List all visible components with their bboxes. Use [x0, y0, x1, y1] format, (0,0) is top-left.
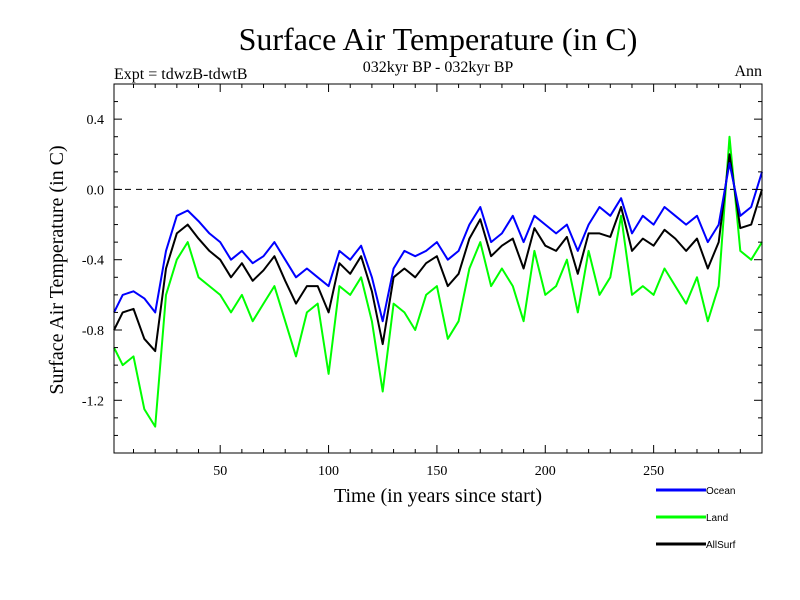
x-axis-label: Time (in years since start)	[334, 485, 542, 507]
y-tick-label: 0.0	[87, 183, 105, 198]
series-line-land	[113, 135, 763, 428]
x-tick-label: 100	[318, 464, 339, 479]
experiment-label: Expt = tdwzB-tdwtB	[114, 66, 247, 83]
season-label: Ann	[734, 63, 762, 80]
series-line-ocean	[113, 162, 763, 323]
chart-title: Surface Air Temperature (in C)	[239, 21, 638, 57]
x-tick-label: 200	[535, 464, 556, 479]
legend-label-land: Land	[706, 513, 728, 524]
plot-frame	[113, 83, 763, 454]
plot-area: 50 100 150 200 250 0.4 0.0 -0.4 -0.8 -1.2	[82, 83, 763, 479]
y-axis-label: Surface Air Temperature (in C)	[46, 145, 68, 394]
x-tick-label: 150	[426, 464, 447, 479]
y-tick-label: -0.8	[82, 324, 104, 339]
x-tick-label: 50	[213, 464, 227, 479]
chart-subtitle: 032kyr BP - 032kyr BP	[363, 59, 514, 76]
x-tick-label: 250	[643, 464, 664, 479]
y-tick-label: -1.2	[82, 394, 104, 409]
y-tick-label: -0.4	[82, 254, 104, 269]
legend: Ocean Land AllSurf	[656, 486, 736, 551]
y-tick-label: 0.4	[87, 113, 105, 128]
legend-label-ocean: Ocean	[706, 486, 735, 497]
series-line-allsurf	[113, 153, 763, 353]
legend-label-allsurf: AllSurf	[706, 540, 736, 551]
